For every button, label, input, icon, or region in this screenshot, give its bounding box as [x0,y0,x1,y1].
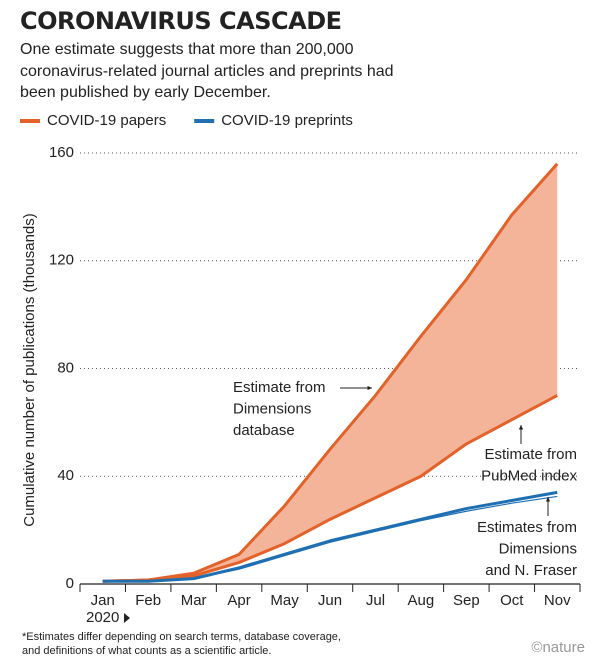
x-tick-label: Nov [544,592,571,609]
x-tick-label: Aug [408,592,435,609]
arrow-head [545,497,551,502]
annotation: Dimensions [499,540,577,557]
x-tick-label: Jan [91,592,115,609]
x-tick-label: Apr [227,592,250,609]
x-year-label: 2020 [86,609,119,626]
x-tick-label: Jun [318,592,342,609]
y-axis-label: Cumulative number of publications (thous… [21,213,38,527]
legend-label: COVID-19 preprints [221,112,353,129]
line [102,495,558,582]
year-arrow [124,613,130,623]
credit: ©nature [531,639,585,656]
subtitle: One estimate suggests that more than 200… [20,41,354,58]
subtitle: coronavirus-related journal articles and… [20,63,394,80]
y-tick-label: 40 [57,467,74,484]
x-tick-label: Feb [135,592,161,609]
line [102,162,559,583]
arrow-head [367,385,372,391]
footnote: *Estimates differ depending on search te… [22,631,341,643]
area-between [102,163,558,582]
x-tick-label: Sep [453,592,480,609]
annotation: Estimate from [233,379,326,396]
annotation: database [233,422,295,439]
x-tick-label: Jul [366,592,385,609]
annotation: Estimates from [477,519,577,536]
y-tick-label: 160 [49,144,74,161]
subtitle: been published by early December. [20,84,271,101]
legend-label: COVID-19 papers [47,112,166,129]
x-tick-label: Oct [500,592,524,609]
annotation: Estimate from [484,446,577,463]
arrow-head [518,425,524,430]
annotation: and N. Fraser [485,562,577,579]
annotation: PubMed index [481,467,577,484]
y-tick-label: 80 [57,359,74,376]
annotation: Dimensions [233,400,311,417]
line [102,394,558,583]
x-tick-label: May [270,592,299,609]
y-tick-label: 0 [66,575,74,592]
y-tick-label: 120 [49,252,74,269]
x-tick-label: Mar [181,592,207,609]
chart-title: CORONAVIRUS CASCADE [20,7,342,35]
footnote: and definitions of what counts as a scie… [22,645,271,657]
